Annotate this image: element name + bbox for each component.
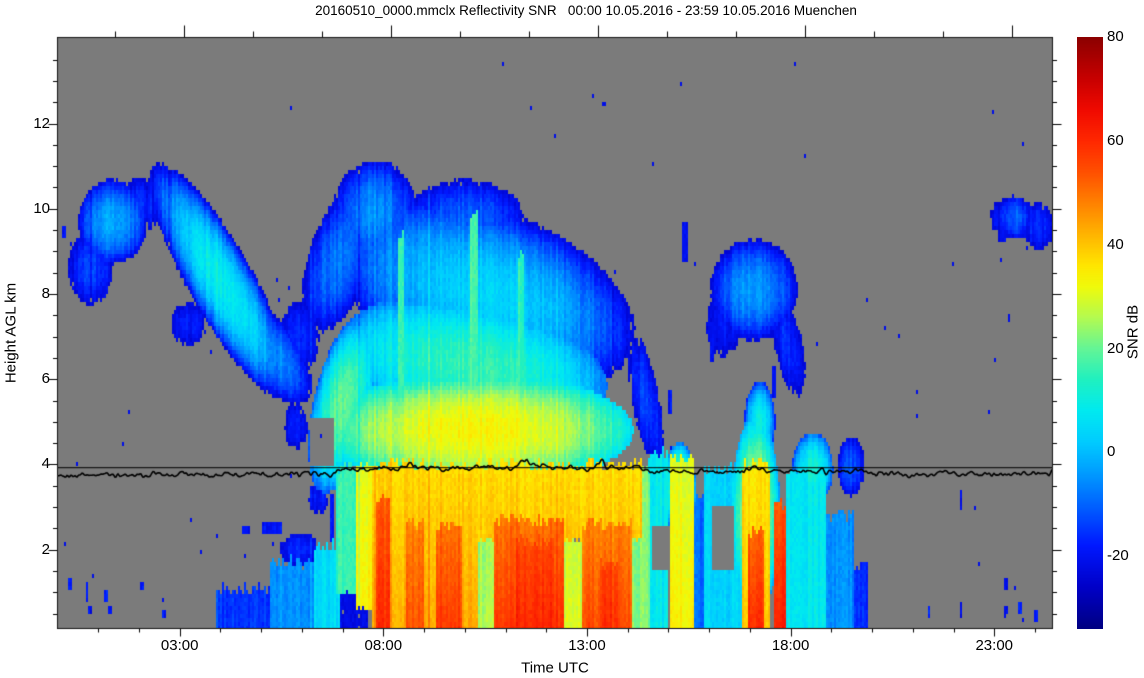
x-tick-label: 23:00 <box>975 637 1014 654</box>
colorbar-tick-label: 80 <box>1107 28 1124 45</box>
colorbar-title: SNR dB <box>1124 304 1142 360</box>
colorbar-tick-label: 60 <box>1107 131 1124 149</box>
colorbar-tick-label: 0 <box>1107 443 1116 461</box>
y-tick-label: 4 <box>41 455 50 473</box>
y-tick-label: 12 <box>33 114 50 132</box>
heatmap-canvas <box>58 38 1052 628</box>
x-tick-label: 08:00 <box>364 637 403 654</box>
y-tick-label: 2 <box>41 540 50 558</box>
x-axis-title: Time UTC <box>521 659 589 677</box>
y-axis-title: Height AGL km <box>2 282 20 384</box>
plot-title: 20160510_0000.mmclx Reflectivity SNR 00:… <box>315 3 857 18</box>
y-tick-label: 6 <box>41 370 50 388</box>
x-tick-label: 13:00 <box>568 637 606 654</box>
x-tick-label: 18:00 <box>771 637 810 654</box>
colorbar-canvas <box>1077 37 1103 629</box>
y-tick-label: 10 <box>33 199 50 217</box>
colorbar-tick-label: 40 <box>1107 235 1124 253</box>
x-tick-label: 03:00 <box>160 637 199 654</box>
colorbar-tick-label: 20 <box>1107 339 1124 357</box>
colorbar-tick-label: -20 <box>1107 547 1129 565</box>
y-tick-label: 8 <box>41 285 50 302</box>
